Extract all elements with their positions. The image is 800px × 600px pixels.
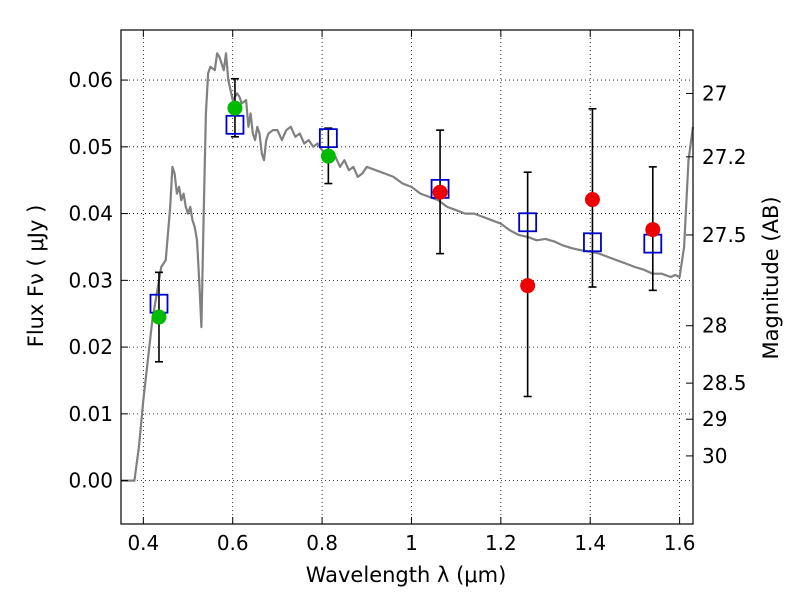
plot-frame [120, 29, 694, 525]
green-data-point [227, 100, 243, 116]
x-tick-label: 0.4 [127, 531, 159, 555]
y-tick-label: 0.06 [68, 68, 113, 92]
y2-tick-label: 27.2 [702, 145, 747, 169]
y2-tick-label: 28 [702, 314, 727, 338]
red-data-point [645, 222, 661, 238]
x-tick-label: 0.8 [306, 531, 338, 555]
model-square-marker [318, 128, 338, 149]
grid [121, 30, 693, 524]
error-bars [154, 77, 657, 398]
x-tick-label: 1 [405, 531, 418, 555]
x-tick-label: 1.2 [485, 531, 517, 555]
model-square-marker [518, 212, 538, 233]
x-axis-ticks: 0.4 0.6 0.8 1 1.2 1.4 1.6 [127, 30, 696, 555]
y2-tick-label: 27.5 [702, 223, 747, 247]
red-data-point [584, 192, 600, 208]
x-axis-label: Wavelength λ (μm) [306, 563, 507, 587]
y-axis-ticks: 0.00 0.01 0.02 0.03 0.04 0.05 0.06 [68, 68, 128, 493]
x-tick-label: 0.6 [217, 531, 249, 555]
model-square-marker [225, 114, 245, 135]
green-data-point [151, 309, 167, 325]
red-data-point [432, 184, 448, 200]
y-tick-label: 0.05 [68, 135, 113, 159]
y-tick-label: 0.03 [68, 268, 113, 292]
model-spectrum-layer [121, 52, 695, 482]
observed-points [151, 100, 661, 325]
x-tick-label: 1.4 [574, 531, 606, 555]
y-tick-label: 0.01 [68, 402, 113, 426]
red-data-point [520, 278, 536, 294]
y2-axis-label: Magnitude (AB) [759, 196, 783, 359]
y2-axis-ticks: 27 27.2 27.5 28 28.5 29 30 [686, 81, 747, 468]
y2-tick-label: 29 [702, 407, 727, 431]
x-tick-label: 1.6 [664, 531, 696, 555]
y2-tick-label: 28.5 [702, 371, 747, 395]
y2-tick-label: 30 [702, 444, 727, 468]
model-spectrum-line [121, 52, 695, 482]
model-photometry-squares [149, 114, 663, 314]
y-tick-label: 0.04 [68, 202, 113, 226]
green-data-point [320, 148, 336, 164]
model-square-marker [583, 232, 602, 253]
y-tick-label: 0.00 [68, 469, 113, 493]
y2-tick-label: 27 [702, 81, 727, 105]
y-tick-label: 0.02 [68, 335, 113, 359]
y-axis-label: Flux Fν ( μJy ) [24, 205, 48, 348]
